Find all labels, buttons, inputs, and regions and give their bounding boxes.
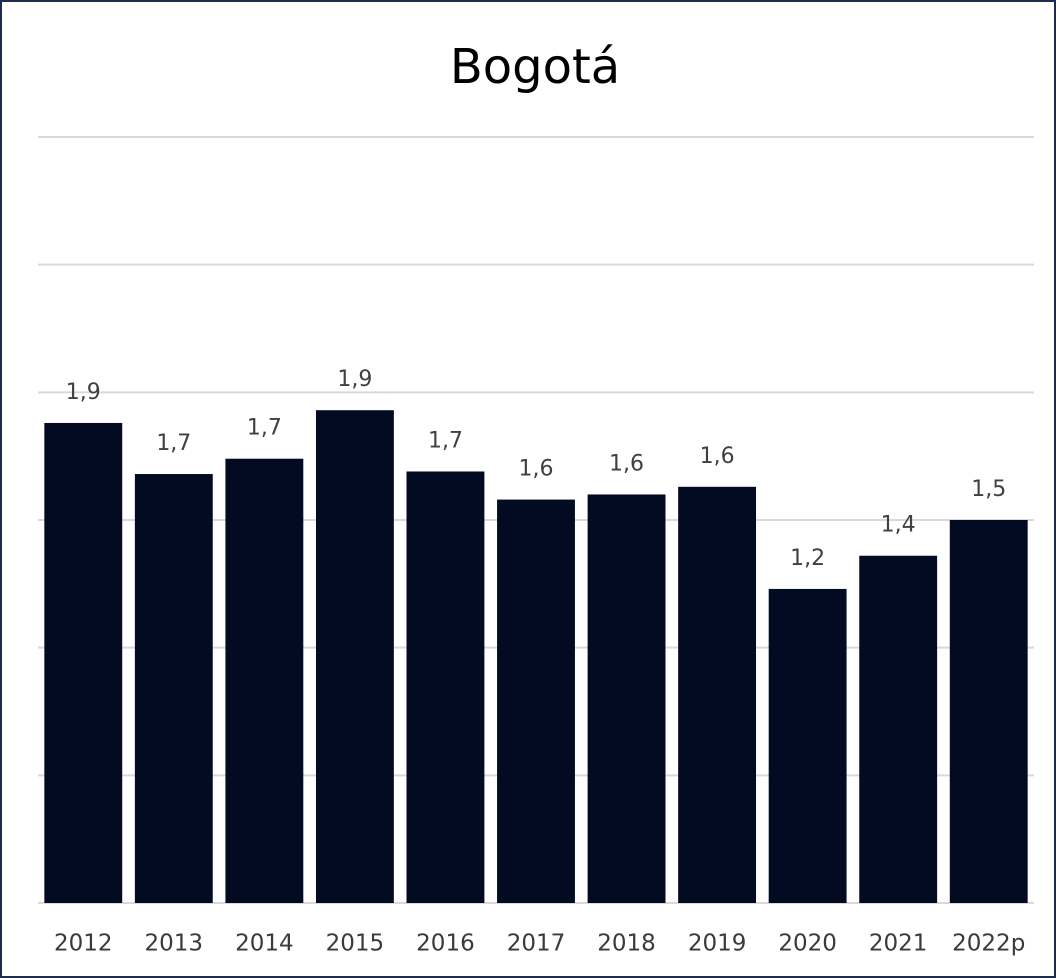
bar xyxy=(678,486,757,903)
data-label: 1,6 xyxy=(519,457,554,482)
data-label: 1,2 xyxy=(790,546,825,571)
data-label: 1,9 xyxy=(337,367,372,392)
data-label: 1,9 xyxy=(66,380,101,405)
x-tick-label: 2018 xyxy=(597,931,656,957)
bar xyxy=(134,474,213,903)
data-label: 1,6 xyxy=(700,444,735,469)
bar xyxy=(497,499,575,903)
x-tick-label: 2014 xyxy=(235,931,294,957)
bar xyxy=(44,422,123,903)
x-tick-label: 2021 xyxy=(869,931,928,957)
x-tick-label: 2019 xyxy=(688,931,747,957)
x-tick-label: 2013 xyxy=(145,931,204,957)
data-label: 1,4 xyxy=(881,513,916,538)
bar xyxy=(315,410,394,903)
bar xyxy=(949,520,1028,903)
chart-title: Bogotá xyxy=(450,39,620,95)
x-tick-label: 2012 xyxy=(54,931,113,957)
x-tick-label: 2015 xyxy=(326,931,385,957)
data-label: 1,7 xyxy=(247,416,282,441)
x-tick-label: 2022p xyxy=(952,931,1025,957)
bar xyxy=(225,458,304,903)
x-tick-label: 2020 xyxy=(778,931,837,957)
data-label: 1,7 xyxy=(428,428,463,453)
data-label: 1,5 xyxy=(971,477,1006,502)
bar xyxy=(587,494,666,903)
x-tick-label: 2016 xyxy=(416,931,475,957)
data-label: 1,7 xyxy=(156,431,191,456)
x-tick-label: 2017 xyxy=(507,931,566,957)
data-label: 1,6 xyxy=(609,451,644,476)
bar xyxy=(768,588,847,903)
bar xyxy=(406,471,485,903)
bar xyxy=(859,555,938,903)
